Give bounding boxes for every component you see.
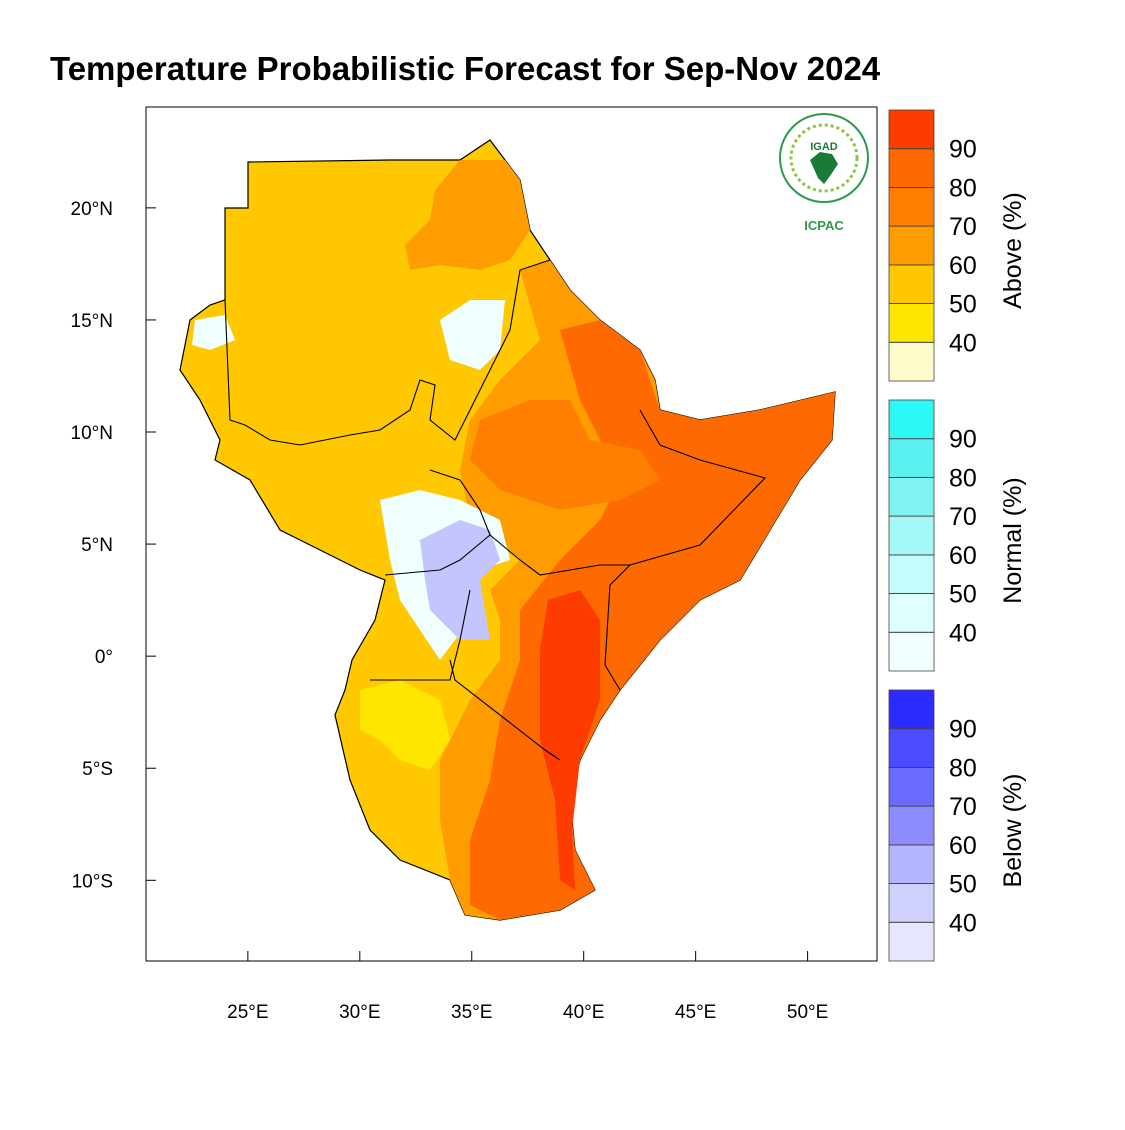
colorbar-label: 80 (949, 464, 977, 492)
colorbar-label: 50 (949, 291, 977, 319)
colorbar-box (888, 187, 935, 227)
colorbar-box (888, 477, 935, 517)
colorbar-box (888, 883, 935, 923)
colorbar-box (888, 225, 935, 266)
colorbar-box (888, 399, 935, 440)
border (604, 564, 631, 691)
colorbar-box (888, 303, 935, 343)
logo: IGAD ICPAC (779, 113, 869, 233)
y-tick-label: 15°N (71, 311, 113, 332)
colorbar-label: 60 (949, 252, 977, 280)
colorbar-box (888, 921, 935, 962)
border (224, 259, 551, 446)
x-tick-label: 40°E (563, 1002, 604, 1023)
y-tick-label: 5°S (82, 759, 113, 780)
colorbar-box (888, 728, 935, 768)
y-tick-label: 10°S (72, 871, 113, 892)
colorbar-box (888, 689, 935, 730)
colorbar-box (888, 341, 935, 382)
y-tick-label: 0° (95, 647, 113, 668)
colorbar-box (888, 554, 935, 594)
colorbar-box (888, 515, 935, 556)
colorbar-box (888, 109, 935, 150)
map-frame (145, 106, 878, 962)
y-tick-label: 20°N (71, 199, 113, 220)
yellow-rwanda (360, 680, 450, 770)
colorbar-title: Normal (%) (999, 477, 1027, 603)
below-uganda (420, 520, 500, 640)
logo-org: ICPAC (804, 218, 844, 233)
colorbar-box (888, 148, 935, 188)
colorbar-label: 50 (949, 581, 977, 609)
x-tick-label: 25°E (227, 1002, 268, 1023)
normal-eritrea (440, 300, 505, 370)
colorbar-label: 90 (949, 716, 977, 744)
orange-north (405, 160, 530, 270)
x-tick-label: 50°E (787, 1002, 828, 1023)
colorbar-title: Below (%) (999, 774, 1027, 888)
orange-ethiopia-core (470, 400, 660, 510)
colorbar-box (888, 264, 935, 304)
border (370, 589, 471, 681)
logo-name: IGAD (810, 141, 838, 153)
colorbar-box (888, 844, 935, 884)
colorbar-label: 80 (949, 754, 977, 782)
colorbar-label: 40 (949, 619, 977, 647)
y-tick-label: 5°N (81, 535, 113, 556)
colorbar-label: 40 (949, 909, 977, 937)
y-tick-label: 10°N (71, 423, 113, 444)
normal-west (192, 315, 235, 350)
colorbar-label: 60 (949, 832, 977, 860)
colorbar-box (888, 438, 935, 478)
border (489, 409, 767, 576)
x-tick-label: 45°E (675, 1002, 716, 1023)
x-tick-label: 30°E (339, 1002, 380, 1023)
x-tick-label: 35°E (451, 1002, 492, 1023)
red-kenya (540, 590, 600, 890)
colorbar-title: Above (%) (999, 192, 1027, 309)
colorbar-label: 70 (949, 213, 977, 241)
colorbar-label: 90 (949, 426, 977, 454)
colorbar-label: 80 (949, 174, 977, 202)
map: IGAD ICPAC (145, 106, 878, 962)
colorbar-label: 90 (949, 136, 977, 164)
colorbar-label: 70 (949, 793, 977, 821)
colorbar-box (888, 805, 935, 846)
colorbar-box (888, 631, 935, 672)
borders (224, 259, 767, 761)
colorbar-label: 50 (949, 871, 977, 899)
colorbar-box (888, 767, 935, 807)
colorbar-label: 40 (949, 329, 977, 357)
title: Temperature Probabilistic Forecast for S… (50, 50, 881, 87)
colorbar-label: 60 (949, 542, 977, 570)
logo-africa (810, 152, 838, 184)
colorbar-label: 70 (949, 503, 977, 531)
colorbar-box (888, 593, 935, 633)
